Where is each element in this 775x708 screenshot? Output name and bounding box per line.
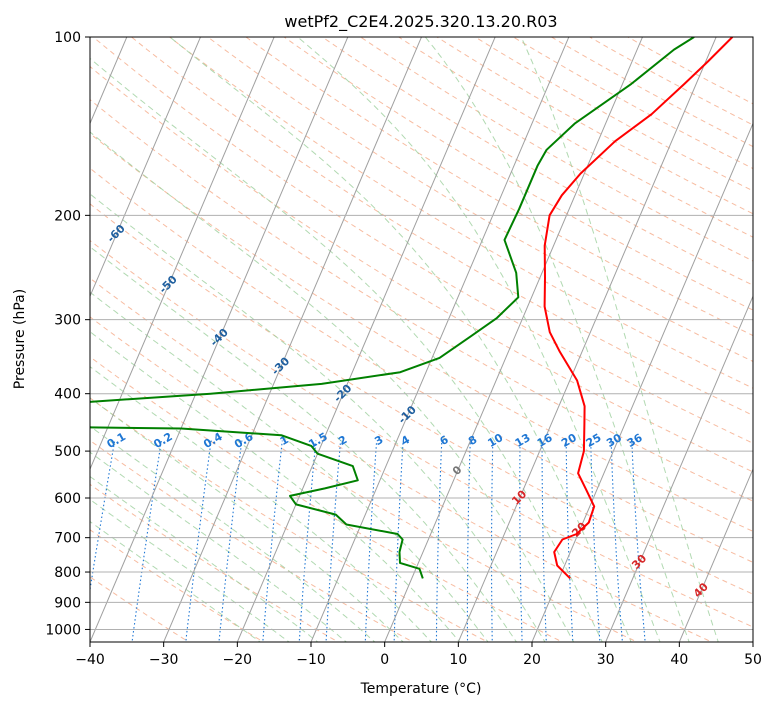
x-tick-label: −40 [75, 652, 105, 668]
mixing-ratio-line [298, 440, 317, 642]
y-tick-label: 800 [54, 565, 81, 581]
plot-frame [89, 36, 754, 643]
mixing-ratio-line [185, 440, 212, 642]
y-tick-label: 400 [54, 387, 81, 403]
mixing-ratio-line [610, 440, 623, 642]
isotherm-line [90, 37, 202, 298]
grid-lines [90, 37, 753, 642]
y-tick-label: 1000 [45, 622, 81, 638]
isotherm-line [90, 37, 275, 471]
mixing-ratio-line [541, 440, 547, 642]
dry-adiabat-line [92, 37, 753, 444]
y-tick-label: 300 [54, 313, 81, 329]
x-axis-label: Temperature (°C) [360, 681, 482, 697]
isotherm-line [384, 37, 644, 642]
dry-adiabat-line [90, 316, 639, 642]
y-tick-label: 700 [54, 531, 81, 547]
dry-adiabat-line [90, 132, 753, 532]
dry-adiabat-line [90, 167, 753, 563]
dry-adiabat-line [90, 65, 753, 473]
x-tick-label: 50 [744, 652, 762, 668]
profile-lines [90, 37, 734, 580]
moist-adiabat-line [90, 331, 461, 642]
moist-adiabat-line [90, 475, 319, 642]
y-tick-label: 200 [54, 208, 81, 224]
mixing-ratio-line [565, 440, 574, 642]
moist-adiabat-line [90, 366, 433, 642]
y-tick-label: 100 [54, 30, 81, 46]
isotherm-line [236, 37, 496, 642]
x-axis-ticks: −40 −30 −20 −10 0 10 20 30 40 50 [75, 642, 762, 668]
y-axis-ticks: 100 200 300 400 500 600 700 800 900 1000 [45, 30, 90, 638]
x-tick-label: 20 [523, 652, 541, 668]
isotherm-line [310, 37, 570, 642]
x-tick-label: −20 [223, 652, 253, 668]
y-tick-label: 500 [54, 444, 81, 460]
isotherm-line [457, 37, 717, 642]
mixing-ratio-line [519, 440, 523, 642]
x-tick-label: 40 [670, 652, 688, 668]
mixing-ratio-line [435, 440, 443, 642]
dry-adiabat-line [321, 37, 753, 286]
x-tick-label: −10 [296, 652, 326, 668]
x-tick-label: 10 [449, 652, 467, 668]
isotherm-line [678, 467, 753, 642]
moist-adiabat-line [90, 131, 575, 642]
dry-adiabat-line [90, 99, 753, 502]
dry-adiabat-line [130, 37, 753, 416]
x-tick-label: −30 [149, 652, 179, 668]
y-axis-label: Pressure (hPa) [12, 289, 28, 389]
mixing-ratio-line [218, 440, 243, 642]
isotherm-line [605, 295, 753, 642]
dewpoint-profile-line [90, 37, 695, 579]
x-tick-label: 0 [380, 652, 389, 668]
dry-adiabat-line [245, 37, 753, 337]
moist-adiabat-line [90, 193, 546, 642]
mixing-ratio-line [131, 440, 162, 642]
isotherm-line [531, 122, 753, 642]
mixing-ratio-line [393, 440, 404, 642]
chart-title: wetPf2_C2E4.2025.320.13.20.R03 [284, 12, 557, 32]
isotherm-line [90, 37, 349, 642]
isotherm-line [163, 37, 423, 642]
mixing-ratio-line [262, 440, 283, 642]
y-tick-label: 600 [54, 491, 81, 507]
mixing-ratio-line [590, 440, 601, 642]
y-tick-label: 900 [54, 595, 81, 611]
mixing-ratio-line [364, 440, 378, 642]
mixing-ratio-line [325, 440, 342, 642]
temperature-profile-line [543, 37, 734, 580]
plot-area [90, 37, 753, 642]
x-tick-label: 30 [597, 652, 615, 668]
mixing-ratio-line [631, 440, 646, 642]
mixing-ratio-line [490, 440, 494, 642]
